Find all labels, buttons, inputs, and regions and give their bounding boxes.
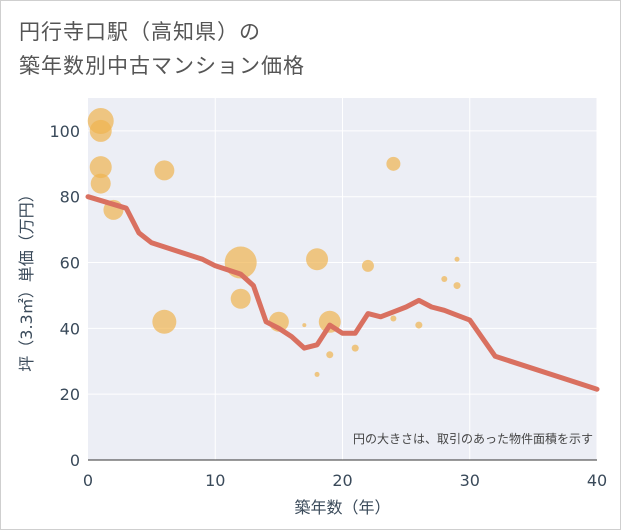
y-tick-label: 0 [70,451,80,470]
bubble-point [454,256,460,262]
chart-title-line-1: 円行寺口駅（高知県）の [19,20,261,44]
bubble-point [326,351,334,359]
bubble-point [415,321,423,329]
x-axis-label: 築年数（年） [294,498,390,517]
bubble-point [351,344,359,352]
x-tick-label: 0 [83,471,93,490]
bubble-point [89,156,112,179]
y-ticks: 0 20 40 60 80 100 [49,122,80,470]
bubble-point [154,160,175,181]
bubble-point [302,323,307,328]
x-tick-label: 30 [460,471,480,490]
bubble-point [453,282,461,290]
y-tick-label: 60 [60,254,80,273]
bubble-point [89,119,112,142]
y-tick-label: 80 [60,188,80,207]
x-tick-label: 10 [205,471,225,490]
bubble-point [306,248,329,271]
y-tick-label: 20 [60,385,80,404]
trend-line [85,194,600,392]
x-tick-label: 40 [587,471,607,490]
bubble-point [90,173,111,194]
bubble-point [390,315,397,322]
y-tick-label: 100 [49,122,80,141]
y-tick-label: 40 [60,319,80,338]
size-note: 円の大きさは、取引のあった物件面積を示す [353,431,593,446]
chart-title-line-2: 築年数別中古マンション価格 [19,54,305,78]
x-ticks: 0 10 20 30 40 [83,471,607,490]
bubble-point [314,371,320,377]
bubble-point [361,259,374,272]
bubble-point [230,288,251,309]
y-axis-label: 坪（3.3㎡）単価（万円） [17,186,36,371]
grid-lines [88,98,598,460]
bubble-point [152,309,177,334]
chart-title: 円行寺口駅（高知県）の 築年数別中古マンション価格 [19,15,305,83]
bubble-point [386,156,401,171]
x-tick-label: 20 [332,471,352,490]
bubble-layer [87,108,461,377]
bubble-point [441,276,448,282]
